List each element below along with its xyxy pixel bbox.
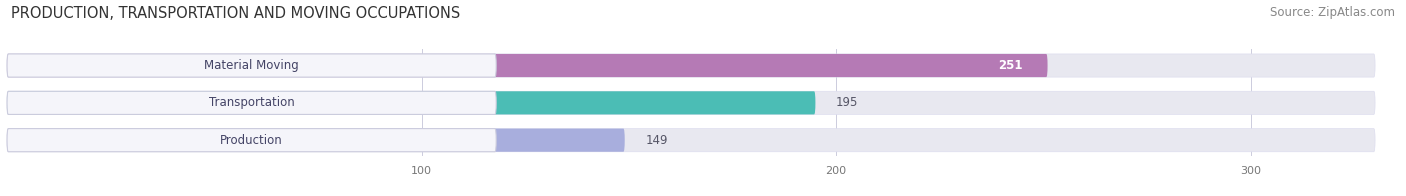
FancyBboxPatch shape	[7, 91, 815, 114]
Text: 251: 251	[998, 59, 1022, 72]
FancyBboxPatch shape	[7, 91, 1375, 114]
Text: Material Moving: Material Moving	[204, 59, 299, 72]
Text: 195: 195	[837, 96, 859, 109]
FancyBboxPatch shape	[7, 91, 496, 114]
Text: PRODUCTION, TRANSPORTATION AND MOVING OCCUPATIONS: PRODUCTION, TRANSPORTATION AND MOVING OC…	[11, 6, 461, 21]
FancyBboxPatch shape	[7, 129, 624, 152]
FancyBboxPatch shape	[7, 54, 496, 77]
FancyBboxPatch shape	[7, 129, 496, 152]
Text: 149: 149	[645, 134, 668, 147]
Text: Transportation: Transportation	[208, 96, 294, 109]
Text: Source: ZipAtlas.com: Source: ZipAtlas.com	[1270, 6, 1395, 19]
Text: Production: Production	[221, 134, 283, 147]
FancyBboxPatch shape	[7, 54, 1375, 77]
FancyBboxPatch shape	[7, 54, 1047, 77]
FancyBboxPatch shape	[7, 129, 1375, 152]
